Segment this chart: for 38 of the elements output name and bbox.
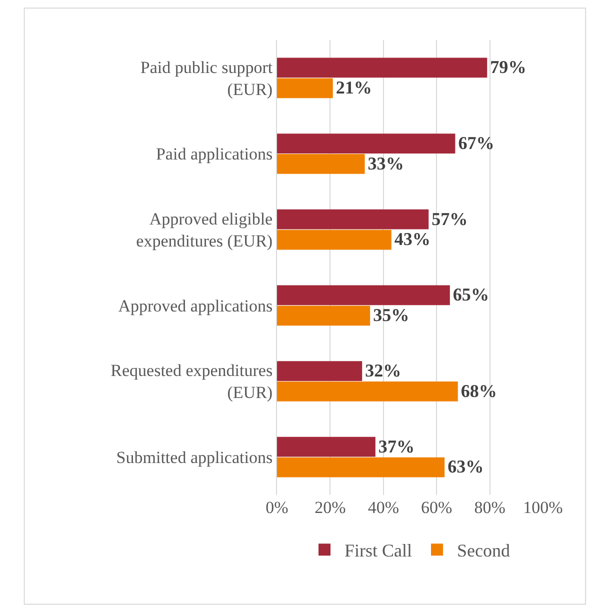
data-label: 37% — [378, 436, 415, 456]
legend-label: Second — [457, 540, 510, 561]
bar — [277, 285, 450, 306]
x-tick-label: 80% — [474, 498, 506, 517]
y-tick-label: Requested expenditures (EUR) — [110, 361, 273, 402]
data-label: 43% — [394, 229, 430, 250]
bar — [277, 436, 376, 457]
bar — [277, 382, 458, 402]
x-tick-label: 0% — [266, 498, 288, 517]
data-label: 68% — [460, 380, 497, 401]
bar — [277, 306, 370, 326]
data-label: 67% — [458, 132, 494, 153]
bar — [277, 134, 456, 154]
bar — [277, 209, 429, 230]
data-label: 21% — [336, 78, 372, 98]
data-label: 79% — [490, 57, 526, 78]
bar — [277, 361, 362, 381]
bar — [277, 78, 333, 98]
data-label: 32% — [365, 360, 402, 380]
legend-label: First Call — [344, 540, 412, 561]
x-tick-label: 60% — [421, 498, 452, 517]
y-tick-label: Approved eligible expenditures (EUR) — [136, 209, 273, 251]
data-label: 65% — [452, 284, 489, 305]
y-tick-label: Paid public support (EUR) — [140, 58, 273, 99]
x-tick-label: 20% — [314, 498, 346, 517]
y-tick-label: Approved applications — [118, 296, 273, 316]
x-tick-label: 40% — [368, 498, 399, 517]
bar — [277, 457, 445, 478]
bar — [277, 58, 488, 78]
data-label: 63% — [448, 456, 484, 477]
y-tick-label: Paid applications — [156, 144, 273, 164]
bar — [277, 154, 365, 174]
x-tick-label: 100% — [523, 498, 563, 517]
data-label: 57% — [432, 208, 468, 229]
y-tick-label: Submitted applications — [116, 448, 273, 468]
data-label: 33% — [368, 153, 404, 174]
bar — [277, 230, 392, 250]
data-label: 35% — [373, 305, 410, 326]
